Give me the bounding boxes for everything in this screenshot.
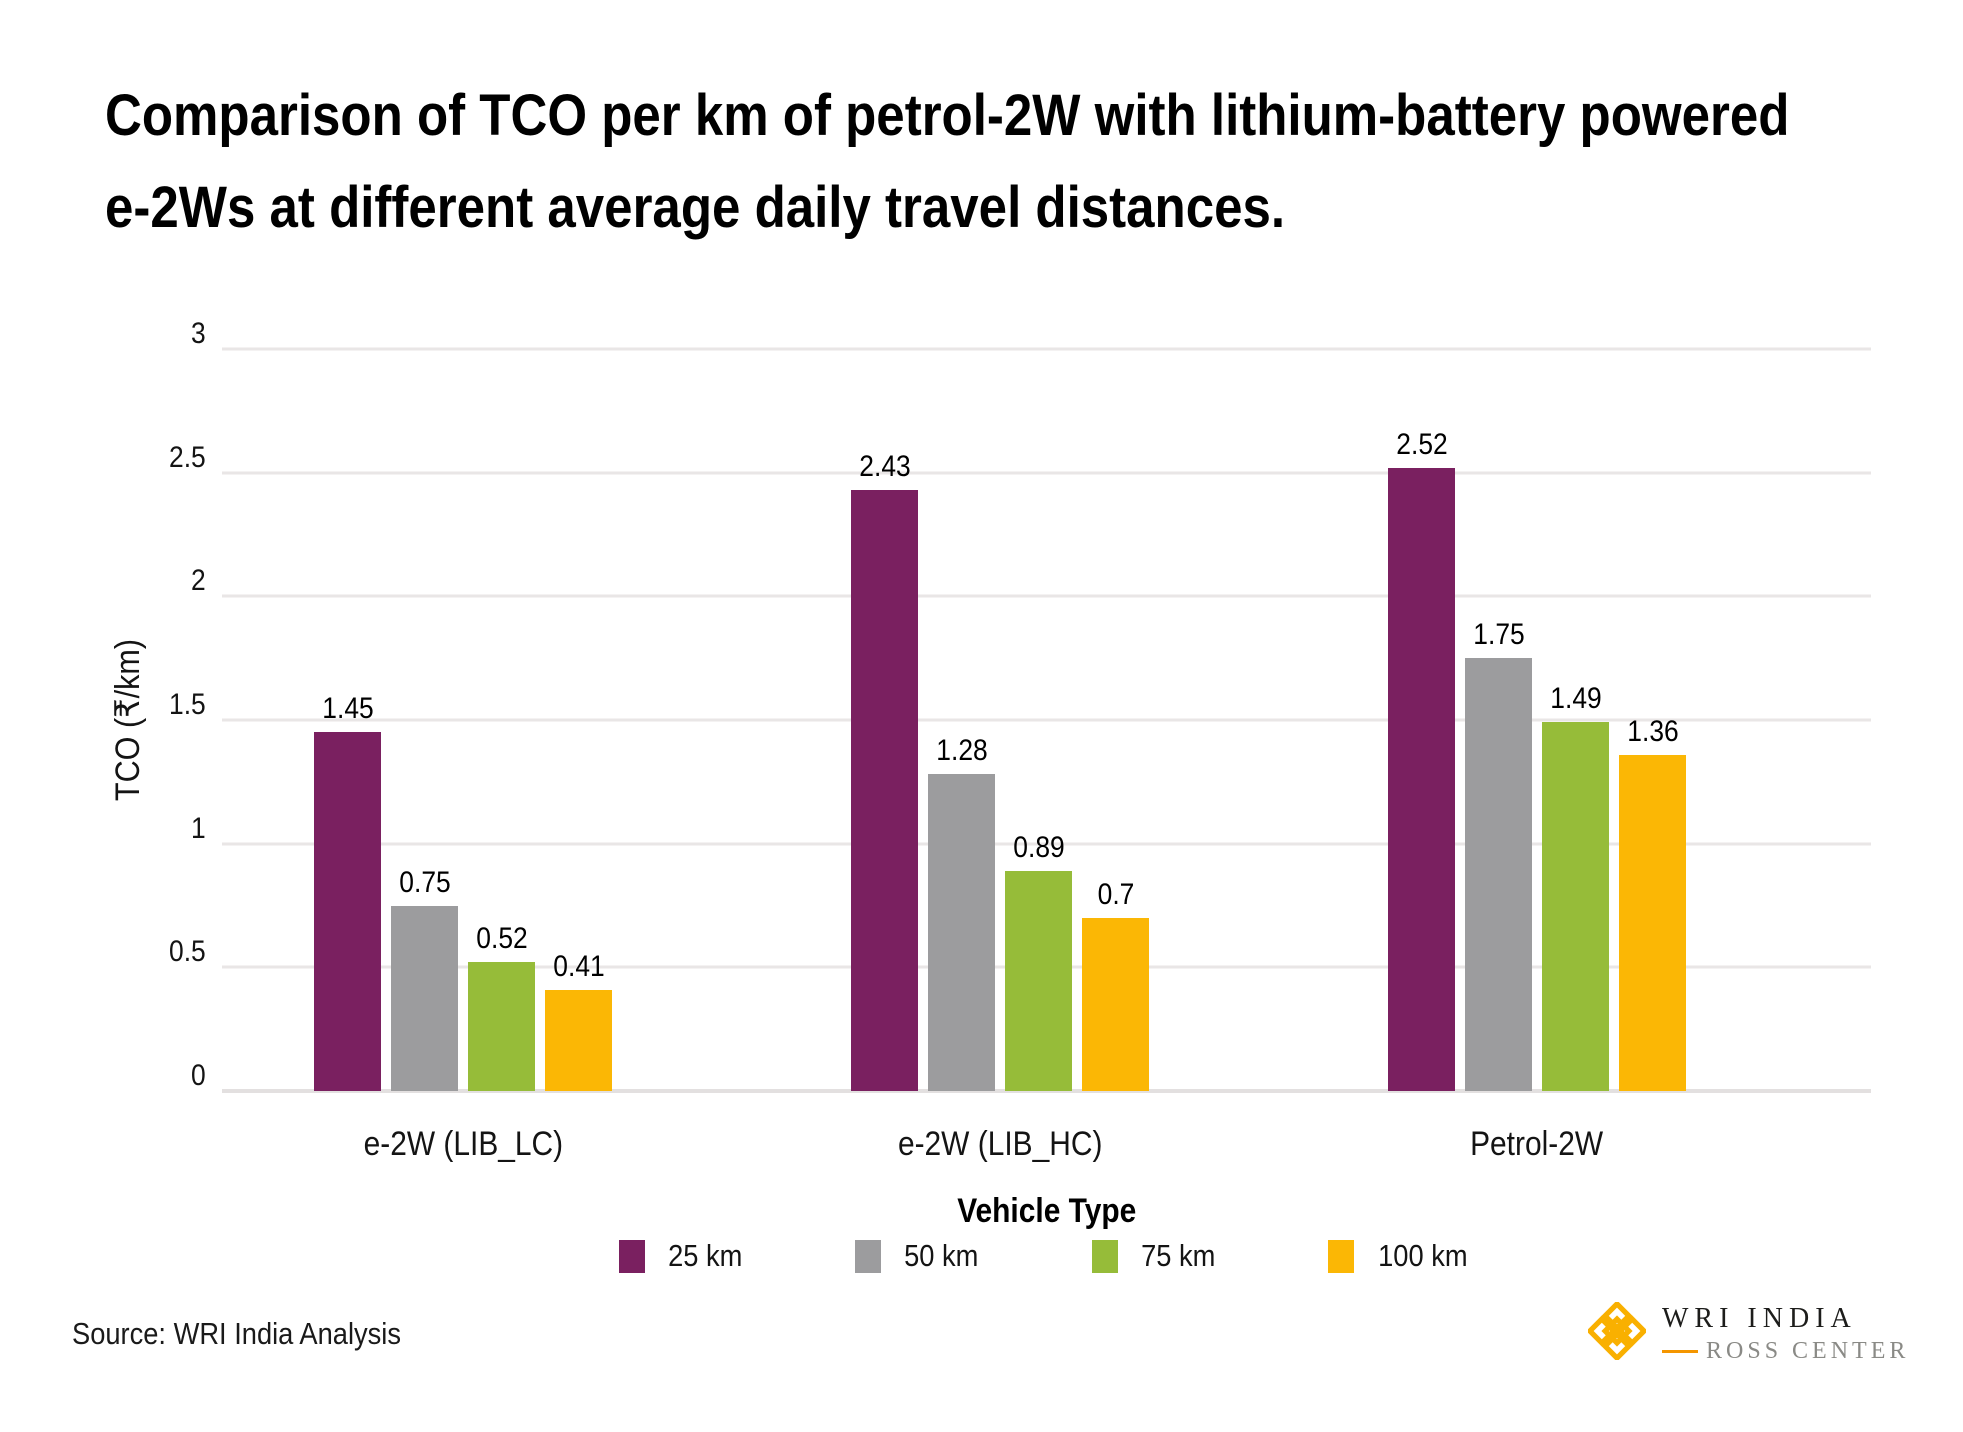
bar-value-label: 1.45 — [321, 692, 374, 726]
gridline — [222, 842, 1871, 846]
bar-value-label: 0.41 — [552, 949, 605, 983]
bar-25km-3: 2.52 — [1388, 428, 1455, 1091]
bar-value-label: 1.75 — [1472, 618, 1525, 652]
legend-swatch — [1328, 1239, 1355, 1273]
bar-value-label: 0.75 — [398, 865, 451, 899]
bar-value-label: 1.36 — [1626, 714, 1679, 748]
gridline — [222, 594, 1871, 598]
y-axis-title: TCO (₹/km) — [109, 638, 147, 802]
source-note: Source: WRI India Analysis — [72, 1316, 402, 1351]
chart-title-line-2: e-2Ws at different average daily travel … — [105, 175, 1286, 240]
x-category-label: e-2W (LIB_LC) — [363, 1125, 563, 1163]
legend-swatch — [855, 1239, 882, 1273]
bar-value-label: 1.49 — [1549, 682, 1602, 716]
y-tick-label: 1.5 — [169, 688, 206, 721]
wri-logo: WRI INDIA ROSS CENTER — [1586, 1300, 1909, 1365]
bar-value-label: 1.28 — [935, 734, 988, 768]
x-category-label: e-2W (LIB_HC) — [897, 1125, 1103, 1163]
gridline — [222, 347, 1871, 351]
bar-value-label: 0.52 — [475, 922, 528, 956]
y-tick-label: 3 — [191, 317, 206, 350]
bar-75km-2: 0.89 — [1005, 831, 1072, 1091]
bar-value-label: 0.89 — [1012, 830, 1065, 864]
bar-value-label: 2.43 — [858, 449, 911, 483]
bar-value-label: 2.52 — [1395, 427, 1448, 461]
chart-title-line-1: Comparison of TCO per km of petrol-2W wi… — [105, 83, 1790, 148]
legend-item-25km: 25 km — [619, 1238, 747, 1274]
bar-group-3: 2.52 1.75 1.49 1.36 — [1388, 349, 1686, 1091]
bar-50km-3: 1.75 — [1465, 618, 1532, 1091]
legend-label: 25 km — [668, 1238, 743, 1273]
bar-75km-1: 0.52 — [468, 922, 535, 1091]
bar-25km-1: 1.45 — [314, 692, 381, 1091]
bar-group-2: 2.43 1.28 0.89 0.7 — [851, 349, 1149, 1091]
legend-label: 100 km — [1378, 1238, 1468, 1273]
x-axis-title: Vehicle Type — [956, 1192, 1137, 1230]
wri-logo-center: ROSS CENTER — [1706, 1338, 1910, 1364]
gridline — [222, 718, 1871, 722]
legend-item-50km: 50 km — [855, 1238, 983, 1274]
plot-area: 1.45 0.75 0.52 0.41 2.43 1.28 0.89 0.7 2.52 1.75 1… — [169, 319, 1871, 1163]
gridline — [222, 471, 1871, 475]
wri-weave-logo-icon — [1586, 1300, 1648, 1365]
x-axis-line — [222, 1089, 1871, 1093]
bar-groups: 1.45 0.75 0.52 0.41 2.43 1.28 0.89 0.7 2.52 1.75 1… — [222, 349, 1871, 1091]
legend-swatch — [1091, 1239, 1118, 1273]
bar-100km-2: 0.7 — [1082, 878, 1149, 1091]
wri-logo-text: WRI INDIA ROSS CENTER — [1662, 1302, 1909, 1364]
legend-label: 50 km — [904, 1238, 979, 1273]
chart-title: Comparison of TCO per km of petrol-2W wi… — [105, 70, 1963, 254]
wri-logo-dash — [1662, 1349, 1698, 1353]
legend: 25 km 50 km 75 km 100 km — [222, 1238, 1871, 1274]
y-tick-label: 0.5 — [169, 935, 206, 969]
wri-logo-org: WRI INDIA — [1662, 1303, 1857, 1334]
y-tick-label: 2.5 — [169, 440, 206, 474]
y-tick-label: 2 — [191, 564, 206, 598]
bar-50km-2: 1.28 — [928, 734, 995, 1091]
x-category-label: Petrol-2W — [1470, 1125, 1604, 1163]
bar-25km-2: 2.43 — [851, 450, 918, 1091]
bar-group-1: 1.45 0.75 0.52 0.41 — [314, 349, 612, 1091]
legend-item-75km: 75 km — [1091, 1238, 1220, 1274]
y-tick-label: 0 — [191, 1059, 206, 1092]
bar-value-label: 0.7 — [1097, 877, 1134, 911]
legend-swatch — [619, 1239, 646, 1273]
y-tick-label: 1 — [191, 811, 206, 845]
bar-50km-1: 0.75 — [391, 866, 458, 1091]
legend-label: 75 km — [1140, 1238, 1216, 1273]
wri-logo-subline: ROSS CENTER — [1662, 1338, 1909, 1364]
legend-item-100km: 100 km — [1328, 1238, 1474, 1274]
bar-100km-3: 1.36 — [1619, 715, 1686, 1091]
bar-100km-1: 0.41 — [545, 950, 612, 1091]
bar-75km-3: 1.49 — [1542, 682, 1609, 1091]
